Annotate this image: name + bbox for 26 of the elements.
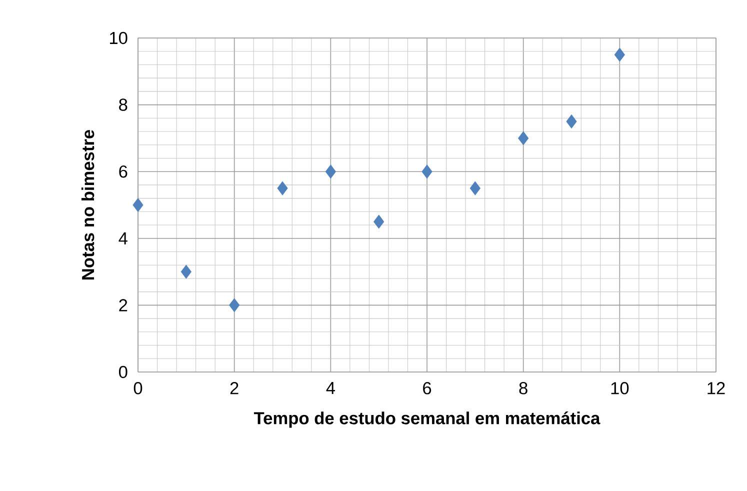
x-tick-label: 4 xyxy=(326,382,335,394)
x-tick-label: 2 xyxy=(230,382,238,394)
y-tick-label: 8 xyxy=(119,98,128,111)
y-tick-label: 2 xyxy=(119,299,128,312)
point xyxy=(470,181,480,196)
x-tick-label: 6 xyxy=(423,382,432,394)
y-tick-label: 10 xyxy=(110,32,128,44)
x-tick-label: 12 xyxy=(708,382,725,394)
point xyxy=(518,131,529,146)
y-tick-label: 0 xyxy=(118,366,128,378)
x-tick-label: 8 xyxy=(519,382,528,394)
y-tick-label: 4 xyxy=(118,232,128,244)
point xyxy=(614,48,625,62)
x-tick-label: 10 xyxy=(611,382,629,394)
y-tick-label: 6 xyxy=(119,165,128,178)
point xyxy=(325,164,336,179)
y-axis-title: Notas no bimestre xyxy=(81,130,94,280)
point xyxy=(277,181,288,196)
point xyxy=(422,164,432,179)
point xyxy=(132,198,144,212)
point xyxy=(229,298,240,312)
x-axis-title: Tempo de estudo semanal em matemática xyxy=(254,411,600,428)
x-tick-label: 0 xyxy=(134,382,142,394)
point xyxy=(374,214,384,229)
point xyxy=(180,264,192,279)
point xyxy=(566,114,577,128)
